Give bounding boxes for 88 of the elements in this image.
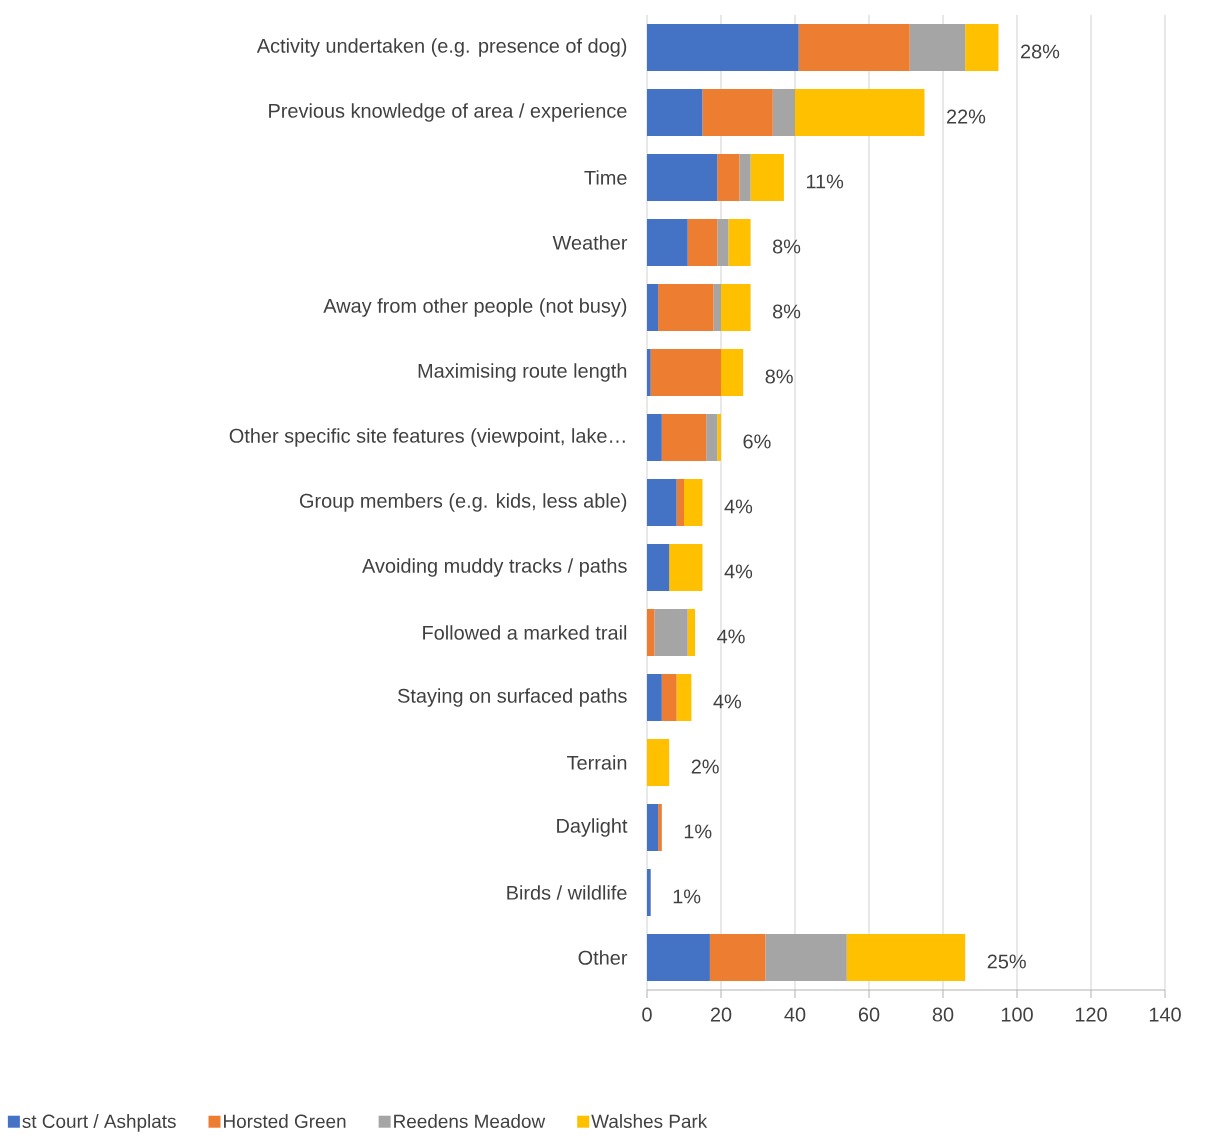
- bar: [647, 218, 688, 266]
- bar: [658, 283, 714, 331]
- x-tick-label: 40: [784, 1007, 806, 1022]
- bar: [647, 608, 655, 656]
- bar: [795, 88, 925, 136]
- annotation: 1%: [684, 824, 712, 839]
- legend-label: Horsted Green: [224, 1114, 346, 1129]
- bar: [702, 88, 773, 136]
- bar: [669, 543, 703, 591]
- x-tick-label: 60: [858, 1007, 880, 1022]
- bar: [647, 283, 659, 331]
- bar: [647, 674, 662, 721]
- bar: [654, 608, 688, 656]
- annotation: 8%: [772, 239, 801, 254]
- annotation: 4%: [724, 499, 753, 514]
- x-tick-label: 140: [1149, 1007, 1181, 1022]
- bar: [846, 934, 966, 981]
- bar: [717, 413, 721, 461]
- bar: [647, 153, 718, 201]
- y-tick-label: Other: [578, 950, 628, 965]
- x-tick-label: 80: [932, 1007, 954, 1022]
- bar: [647, 934, 710, 981]
- legend-label: st Court / Ashplats: [22, 1114, 176, 1132]
- legend-label: Reedens Meadow: [394, 1114, 546, 1129]
- bar: [713, 283, 721, 331]
- annotation: 1%: [673, 889, 701, 904]
- y-tick-label: Terrain: [567, 755, 627, 770]
- annotation: 8%: [772, 304, 801, 319]
- bar: [687, 218, 718, 266]
- bar: [661, 413, 707, 461]
- bar: [717, 218, 729, 266]
- y-tick-label: Activity undertaken (e.g. presence of dog): [256, 38, 627, 57]
- annotation: 4%: [724, 564, 753, 579]
- bar: [647, 348, 651, 396]
- y-tick-label: Birds / wildlife: [507, 885, 627, 900]
- bar: [750, 153, 784, 201]
- bar: [647, 413, 662, 461]
- bar: [676, 478, 684, 526]
- y-tick-label: Group members (e.g. kids, less able): [299, 493, 627, 512]
- y-tick-label: Daylight: [557, 818, 628, 837]
- y-tick-label: Avoiding muddy tracks / paths: [362, 558, 627, 577]
- legend-label: Walshes Park: [591, 1114, 708, 1129]
- x-tick-label: 0: [642, 1007, 652, 1022]
- bar: [706, 413, 718, 461]
- bar: [709, 934, 766, 981]
- bar: [647, 478, 677, 526]
- bar: [765, 934, 847, 981]
- annotation: 4%: [713, 694, 741, 709]
- y-tick-label: Maximising route length: [418, 363, 627, 382]
- bar: [909, 23, 966, 71]
- y-tick-label: Other specific site features (viewpoint, lake…: [229, 428, 625, 447]
- bar: [717, 153, 740, 201]
- bar: [658, 804, 662, 851]
- y-tick-label: Followed a marked trail: [423, 625, 627, 640]
- bar: [647, 804, 659, 851]
- bar: [728, 218, 751, 266]
- x-tick-label: 20: [710, 1007, 732, 1022]
- annotation: 2%: [691, 759, 719, 774]
- bar: [647, 23, 799, 71]
- y-tick-label: Previous knowledge of area / experience: [269, 103, 627, 122]
- annotation: 4%: [717, 629, 745, 644]
- bar: [676, 674, 692, 721]
- bar: [798, 23, 910, 71]
- bar: [647, 88, 703, 136]
- bar: [650, 348, 721, 396]
- bar: [684, 478, 703, 526]
- bar: [721, 283, 751, 331]
- annotation: 8%: [765, 369, 793, 384]
- annotation: 11%: [806, 174, 844, 189]
- y-tick-label: Away from other people (not busy): [323, 298, 627, 317]
- bar: [687, 608, 696, 656]
- bar: [739, 153, 751, 201]
- annotation: 22%: [947, 109, 986, 124]
- bar: [965, 23, 999, 71]
- y-tick-label: Staying on surfaced paths: [397, 688, 627, 707]
- bar: [647, 869, 651, 916]
- x-tick-label: 100: [1001, 1007, 1033, 1022]
- bar: [647, 543, 670, 591]
- annotation: 28%: [1021, 44, 1060, 59]
- y-tick-label: Time: [584, 170, 627, 185]
- bar: [661, 674, 677, 721]
- bar: [721, 348, 744, 396]
- y-tick-label: Weather: [552, 235, 628, 250]
- bar: [772, 88, 795, 136]
- annotation: 6%: [743, 434, 771, 449]
- annotation: 25%: [987, 954, 1026, 969]
- x-tick-label: 120: [1075, 1007, 1107, 1022]
- bar: [647, 739, 670, 786]
